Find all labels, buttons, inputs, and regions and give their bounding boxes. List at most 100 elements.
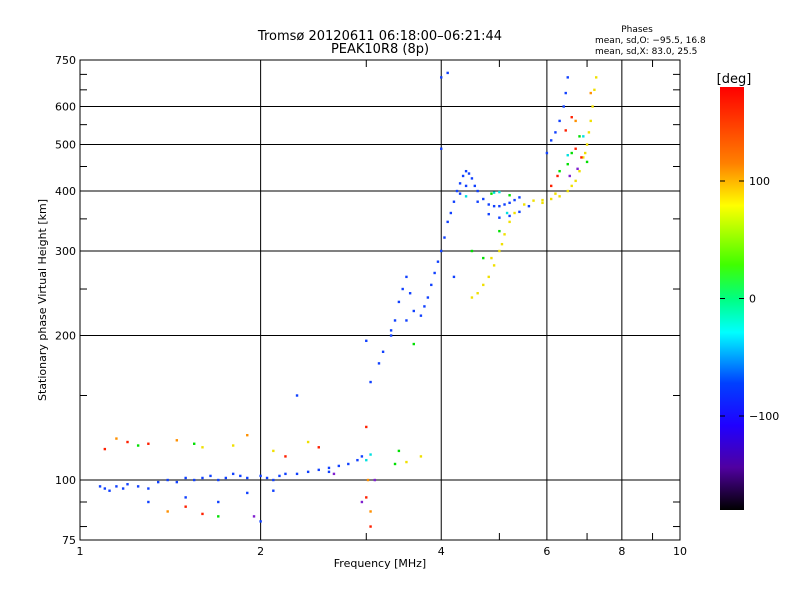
data-point <box>201 512 204 516</box>
data-point <box>566 189 569 193</box>
data-point <box>589 119 592 123</box>
data-point <box>147 500 150 504</box>
data-point <box>419 455 423 458</box>
data-point <box>136 485 140 488</box>
data-point <box>458 182 462 185</box>
data-point <box>476 200 479 203</box>
data-point <box>389 334 393 337</box>
data-point <box>574 179 577 183</box>
data-point <box>157 480 160 484</box>
data-point <box>580 156 583 159</box>
colorbar-tick-label: −100 <box>749 410 779 423</box>
data-point <box>217 478 220 482</box>
data-point <box>570 151 573 155</box>
data-point <box>461 174 465 178</box>
data-point <box>470 177 474 180</box>
data-point <box>566 154 569 157</box>
data-point <box>433 271 436 275</box>
data-point <box>443 236 446 239</box>
data-point <box>449 211 453 215</box>
data-point <box>369 453 372 456</box>
x-axis-label: Frequency [MHz] <box>334 557 426 570</box>
data-point <box>518 210 521 214</box>
data-point <box>446 71 449 75</box>
data-point <box>284 472 287 476</box>
data-point <box>136 444 140 447</box>
plot-frame <box>79 59 681 541</box>
data-point <box>327 466 331 470</box>
data-point <box>147 442 150 445</box>
data-point <box>393 462 397 466</box>
data-point <box>556 174 559 178</box>
y-tick-label: 300 <box>55 245 76 258</box>
data-point <box>103 447 107 451</box>
data-point <box>585 160 589 164</box>
y-tick-label: 400 <box>55 185 76 198</box>
data-point <box>595 76 598 79</box>
data-point <box>452 200 456 203</box>
data-point <box>492 264 496 267</box>
data-point <box>464 184 468 188</box>
data-point <box>593 88 596 92</box>
data-point <box>295 394 299 397</box>
data-point <box>373 478 377 482</box>
data-point <box>201 476 204 480</box>
data-point <box>369 525 372 528</box>
colorbar-tick-label: 100 <box>749 175 770 188</box>
data-point <box>570 184 573 188</box>
phase-stats-o: mean, sd,O: −95.5, 16.8 <box>595 36 706 46</box>
data-point <box>259 474 262 478</box>
data-point <box>492 204 496 208</box>
x-tick-label: 1 <box>77 545 84 558</box>
data-point <box>272 478 275 482</box>
data-point <box>126 440 129 444</box>
data-point <box>284 455 287 458</box>
data-point <box>184 505 187 508</box>
data-point <box>184 496 187 499</box>
data-point <box>498 229 501 233</box>
data-point <box>147 487 150 490</box>
data-point <box>436 260 440 263</box>
data-point <box>246 491 249 495</box>
data-point <box>490 192 493 195</box>
chart-title: Tromsø 20120611 06:18:00–06:21:44 <box>257 29 502 44</box>
data-point <box>408 292 412 295</box>
data-point <box>541 198 544 202</box>
data-point <box>103 487 107 490</box>
data-point <box>440 147 443 150</box>
data-point <box>377 362 381 365</box>
data-point <box>397 449 401 453</box>
x-tick-label: 6 <box>543 545 550 558</box>
data-point <box>365 458 368 462</box>
data-point <box>332 472 336 476</box>
data-point <box>470 296 474 299</box>
data-point <box>487 203 490 206</box>
colorbar-label: [deg] <box>717 72 752 87</box>
data-point <box>476 189 479 193</box>
data-point <box>554 192 557 195</box>
data-point <box>513 211 516 215</box>
data-point <box>184 476 187 480</box>
data-point <box>558 119 561 123</box>
data-point <box>231 444 235 447</box>
data-point <box>554 131 557 134</box>
data-point <box>419 314 423 317</box>
data-point <box>582 156 585 159</box>
data-point <box>295 472 299 476</box>
colorbar-ticks: 100 0 −100 <box>720 175 779 423</box>
x-tick-label: 10 <box>673 545 687 558</box>
data-point <box>224 476 228 480</box>
data-points <box>98 71 598 528</box>
data-point <box>558 195 561 198</box>
x-tick-label: 8 <box>618 545 625 558</box>
data-point <box>201 446 204 449</box>
data-point <box>498 204 501 208</box>
data-point <box>121 487 125 490</box>
data-point <box>591 105 594 108</box>
data-point <box>397 300 401 304</box>
data-point <box>192 478 196 482</box>
data-point <box>498 249 501 253</box>
data-point <box>498 216 501 219</box>
data-point <box>505 211 509 215</box>
data-point <box>490 256 493 260</box>
